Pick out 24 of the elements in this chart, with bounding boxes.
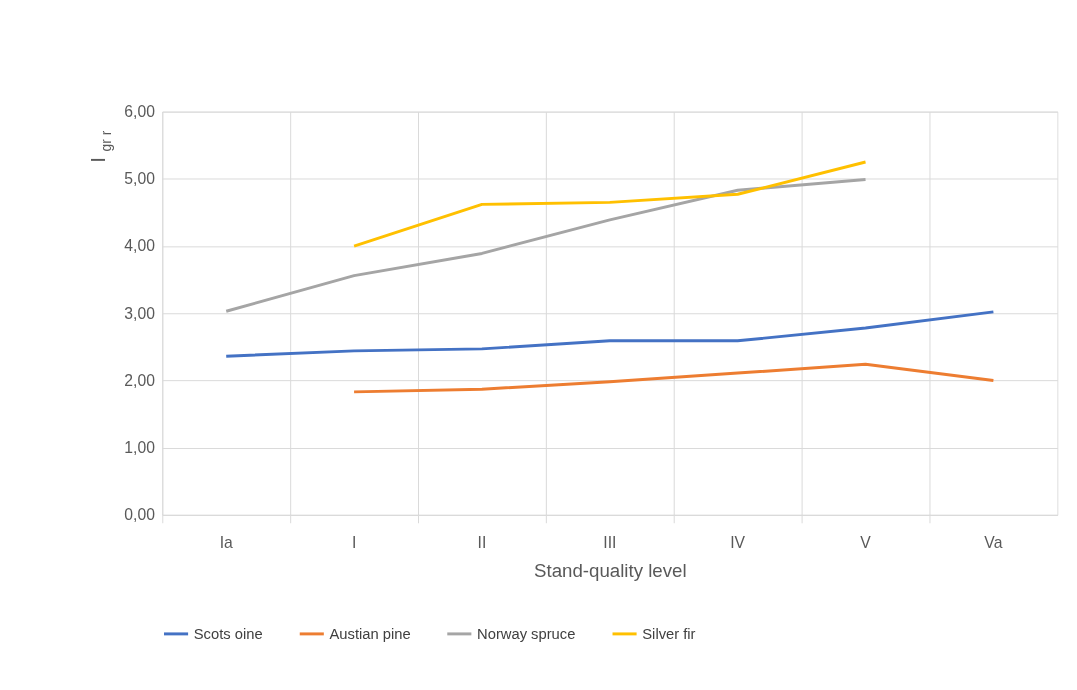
legend-label: Silver fir (642, 625, 696, 642)
x-tick-label: I (351, 533, 357, 551)
y-tick-label: 5,00 (124, 170, 156, 188)
legend-label: Norway spruce (477, 625, 576, 642)
x-tick-label: III (603, 533, 617, 551)
x-tick-label: Ia (219, 533, 234, 551)
y-axis-title: Igr r (86, 130, 115, 163)
x-tick-label: Va (984, 533, 1003, 551)
legend-label: Austian pine (329, 625, 411, 642)
legend-label: Scots oine (193, 625, 263, 642)
line-series (352, 362, 995, 394)
x-tick-label: V (860, 533, 872, 551)
line-series (224, 310, 995, 358)
y-tick-label: 4,00 (124, 237, 156, 255)
x-axis-title: Stand-quality level (534, 560, 687, 582)
x-tick-label: IV (730, 533, 746, 551)
y-tick-label: 1,00 (124, 439, 156, 457)
x-tick-label: II (477, 533, 487, 551)
y-tick-label: 0,00 (124, 506, 156, 524)
y-tick-label: 2,00 (124, 371, 156, 389)
line-series (224, 178, 868, 313)
line-series (352, 160, 868, 248)
y-tick-label: 6,00 (124, 103, 156, 121)
y-tick-label: 3,00 (124, 304, 156, 322)
